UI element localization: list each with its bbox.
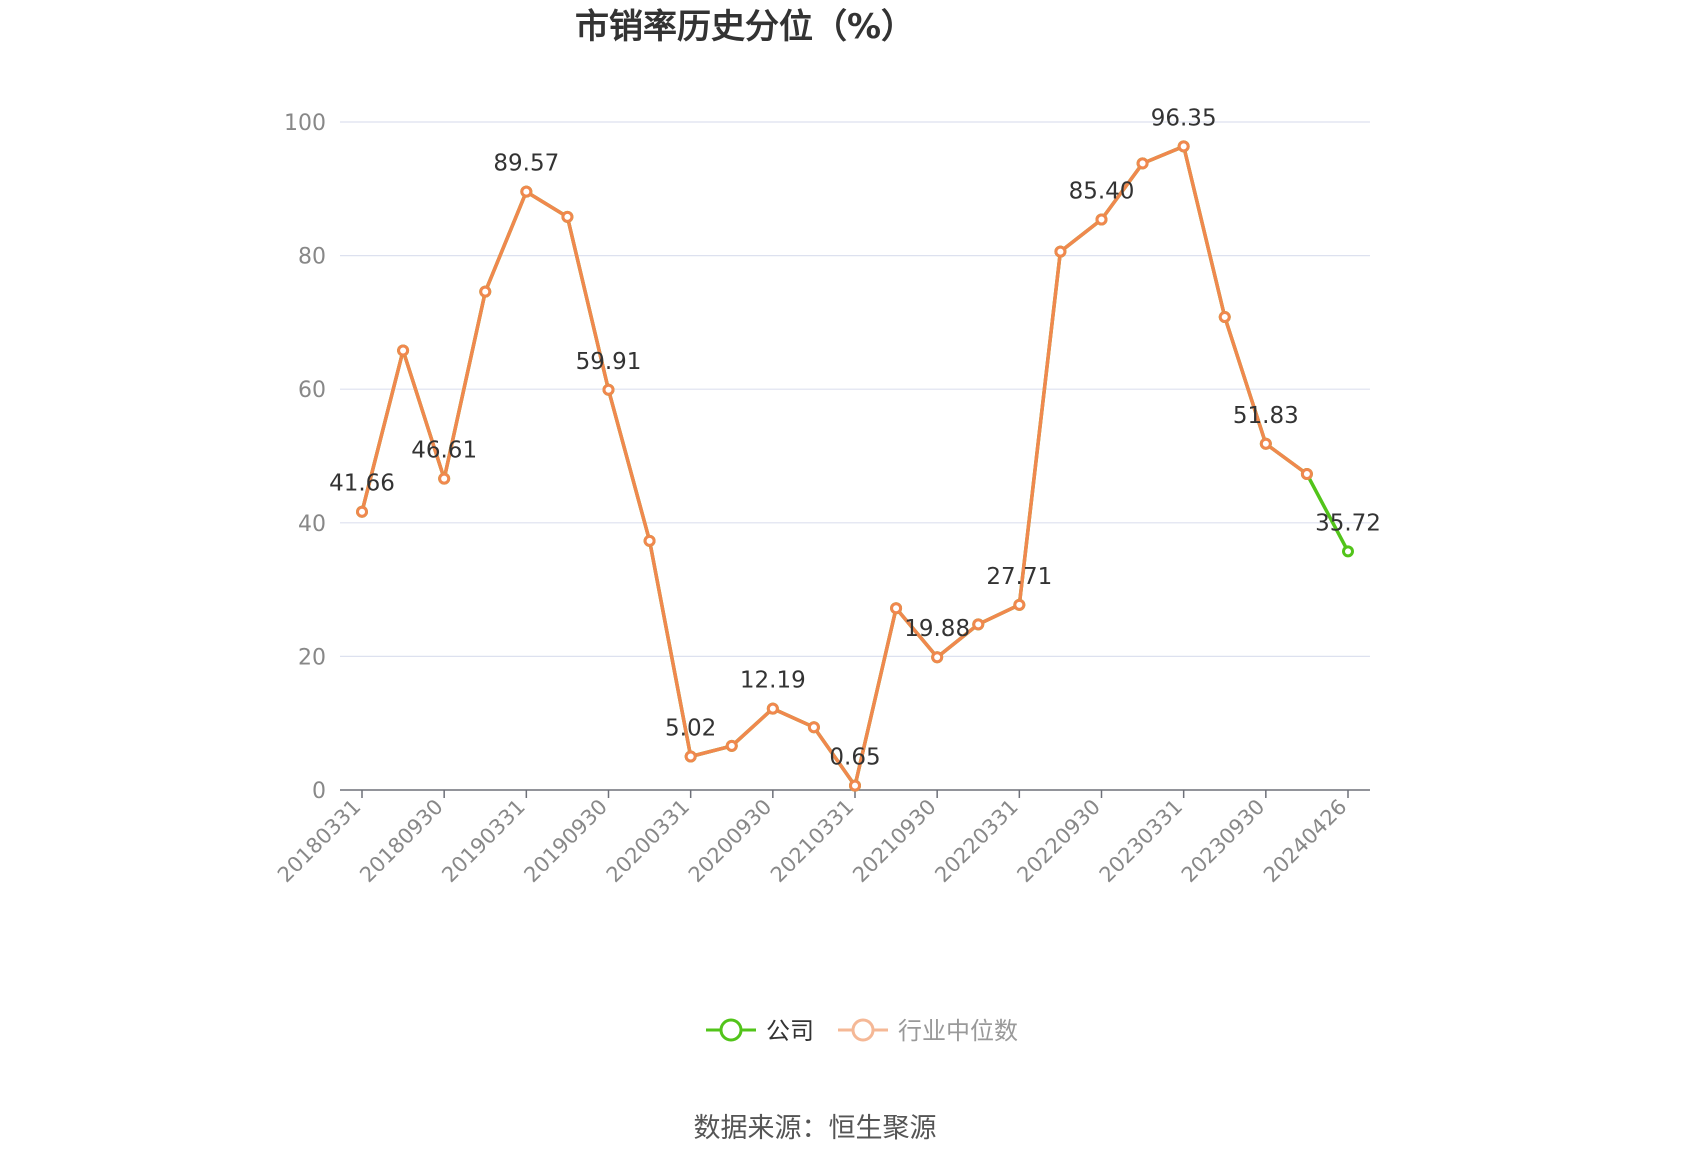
legend-industry-label: 行业中位数	[898, 1017, 1018, 1045]
data-point-industry-median	[849, 779, 861, 792]
y-tick-label: 80	[298, 245, 326, 270]
data-labels: 41.66 46.61 89.57 59.91 5.02 12.19 0.65 19.88 27…	[329, 105, 1381, 770]
x-tick-label: 20180331	[273, 795, 366, 888]
data-point-industry-median	[1218, 311, 1231, 324]
data-point-industry-median	[1300, 468, 1313, 481]
y-tick-label: 20	[298, 645, 326, 670]
data-label: 5.02	[665, 715, 716, 741]
y-tick-label: 100	[284, 111, 326, 136]
data-point-industry-median	[643, 534, 656, 547]
x-axis: 2018033120180930201903312019093020200331…	[273, 789, 1370, 888]
data-points	[356, 140, 1354, 792]
data-point-industry-median	[684, 750, 697, 763]
data-label: 96.35	[1151, 105, 1217, 131]
data-point-industry-median	[725, 739, 738, 752]
x-tick-label: 20220331	[930, 795, 1023, 888]
data-point-industry-median	[356, 505, 368, 518]
data-point-industry-median	[972, 618, 985, 631]
data-point-industry-median	[561, 210, 574, 223]
data-label: 59.91	[576, 349, 642, 375]
data-label: 46.61	[411, 438, 477, 464]
data-point-industry-median	[1013, 598, 1026, 611]
data-point-industry-median	[1136, 157, 1149, 170]
data-point-industry-median	[807, 721, 820, 734]
data-point-industry-median	[1259, 437, 1272, 450]
x-tick-label: 20210930	[848, 795, 941, 888]
series-line-industry-median	[360, 144, 1308, 788]
data-label: 19.88	[904, 616, 970, 642]
data-label: 85.40	[1069, 179, 1135, 205]
data-label: 27.71	[986, 564, 1052, 590]
legend: 公司 行业中位数	[706, 1017, 1018, 1045]
x-tick-label: 20220930	[1012, 795, 1105, 888]
x-tick-label: 20210331	[766, 795, 859, 888]
legend-item-industry-median[interactable]: 行业中位数	[838, 1017, 1018, 1045]
data-point-industry-median	[931, 651, 944, 664]
data-point-industry-median	[602, 383, 615, 396]
legend-industry-swatch-marker	[851, 1018, 875, 1042]
x-tick-label: 20230930	[1177, 795, 1270, 888]
y-axis-ticks: 0 20 40 60 80 100	[284, 111, 326, 804]
data-label: 51.83	[1233, 403, 1299, 429]
x-tick-label: 20180930	[355, 795, 448, 888]
data-source: 数据来源：恒生聚源	[694, 1113, 937, 1144]
legend-item-company[interactable]: 公司	[706, 1017, 814, 1045]
data-label: 35.72	[1315, 510, 1381, 536]
y-tick-label: 60	[298, 378, 326, 403]
y-tick-label: 0	[312, 779, 326, 804]
x-tick-label: 20230331	[1095, 795, 1188, 888]
data-point-industry-median	[479, 285, 492, 298]
series-line-company	[360, 144, 1350, 788]
data-label: 0.65	[829, 745, 880, 771]
gridlines	[340, 121, 1370, 658]
data-label: 89.57	[493, 151, 559, 177]
x-tick-label: 20190331	[437, 795, 530, 888]
data-label: 12.19	[740, 668, 806, 694]
data-point-industry-median	[438, 472, 451, 485]
data-point-industry-median	[1177, 140, 1190, 153]
legend-company-swatch-marker	[719, 1018, 743, 1042]
x-tick-label: 20200930	[684, 795, 777, 888]
data-point-industry-median	[397, 344, 410, 357]
data-point-industry-median	[1095, 213, 1108, 226]
data-point-industry-median	[766, 702, 779, 715]
y-tick-label: 40	[298, 512, 326, 537]
data-point-industry-median	[890, 602, 903, 615]
data-point-industry-median	[1054, 245, 1067, 258]
x-tick-label: 20240426	[1259, 795, 1352, 888]
data-label: 41.66	[329, 471, 395, 497]
x-tick-label: 20190930	[519, 795, 612, 888]
series-lines	[360, 144, 1350, 788]
legend-company-label: 公司	[766, 1017, 814, 1045]
chart-title: 市销率历史分位（%）	[575, 7, 915, 47]
data-point-company	[1342, 545, 1354, 558]
x-tick-label: 20200331	[602, 795, 695, 888]
data-point-industry-median	[520, 185, 533, 198]
